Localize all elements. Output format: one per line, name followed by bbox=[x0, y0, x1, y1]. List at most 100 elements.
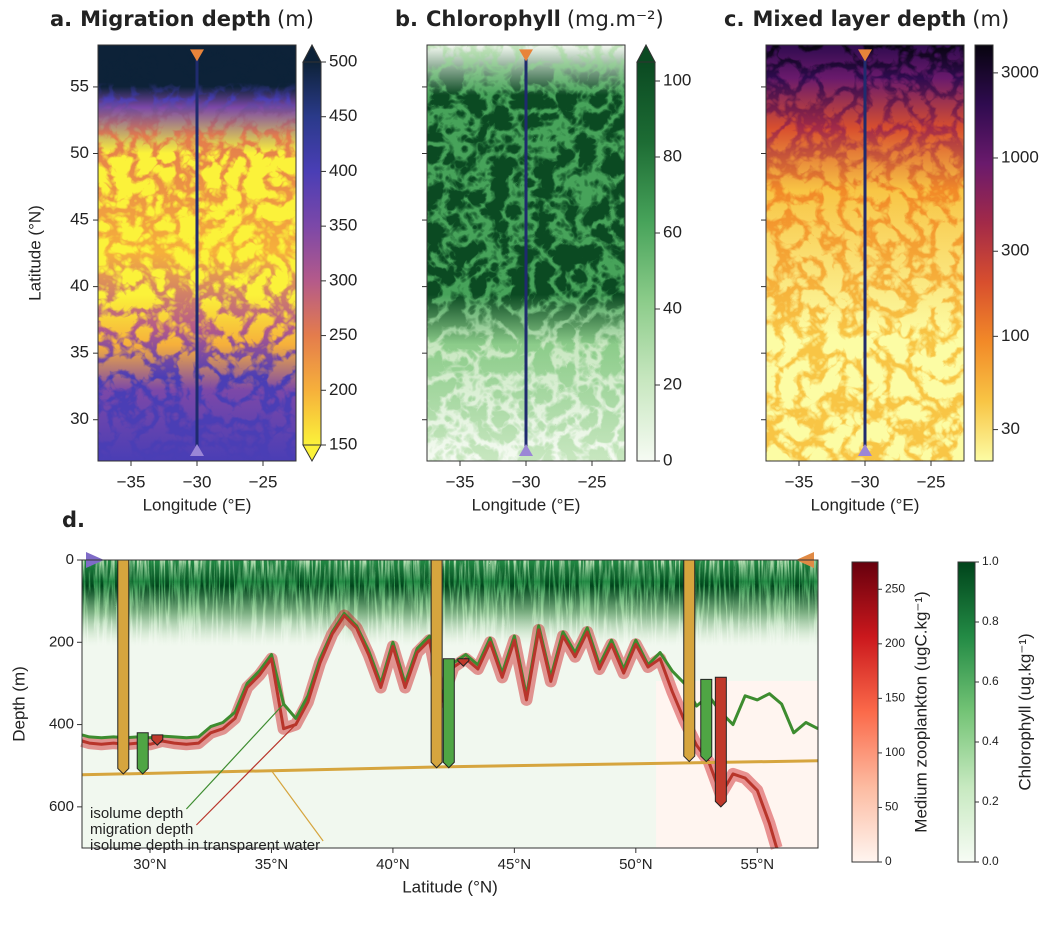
x-tick-label: −25 bbox=[578, 472, 607, 491]
colorbar-tick-label: 450 bbox=[329, 106, 357, 125]
section-frame bbox=[81, 559, 819, 849]
y-tick-label: 55 bbox=[70, 76, 89, 95]
colorbar-tick-label: 100 bbox=[885, 745, 905, 759]
colorbar-tick-label: 0.2 bbox=[982, 794, 999, 808]
panel-heading: b. Chlorophyll (mg.m⁻²) bbox=[395, 7, 664, 31]
transect-start-marker bbox=[519, 49, 533, 62]
panel-unit: (m) bbox=[972, 7, 1009, 31]
x-tick-label: −35 bbox=[117, 472, 146, 491]
colorbar-tick-label: 150 bbox=[329, 434, 357, 453]
panel-heading: a. Migration depth (m) bbox=[50, 7, 314, 31]
x-tick-label: 35°N bbox=[255, 856, 289, 873]
colorbar bbox=[957, 561, 976, 863]
colorbar-tick-label: 100 bbox=[1001, 326, 1029, 345]
depth-bar bbox=[430, 559, 443, 769]
series-annotation: migration depth bbox=[90, 821, 193, 838]
x-tick-label: 50°N bbox=[619, 856, 653, 873]
y-tick-label: 50 bbox=[70, 143, 89, 162]
series-annotation: isolume depth in transparent water bbox=[90, 837, 320, 854]
colorbar-tick-label: 0.6 bbox=[982, 674, 999, 688]
y-tick-label: 35 bbox=[70, 343, 89, 362]
colorbar-tick-label: 250 bbox=[329, 325, 357, 344]
y-tick-label: 0 bbox=[66, 551, 74, 568]
x-tick-label: −35 bbox=[785, 472, 814, 491]
colorbar-tick-label: 0.4 bbox=[982, 734, 999, 748]
y-tick-label: 200 bbox=[49, 633, 74, 650]
panel-letter: a. bbox=[50, 7, 72, 31]
series-line bbox=[81, 759, 819, 777]
depth-bar bbox=[117, 559, 130, 775]
colorbar-tick-label: 0.8 bbox=[982, 614, 999, 628]
transect-end-marker bbox=[190, 444, 204, 457]
colorbar-tick-label: 0 bbox=[663, 450, 672, 469]
x-tick-label: −25 bbox=[917, 472, 946, 491]
depth-bar bbox=[714, 676, 727, 808]
colorbar-tick-label: 500 bbox=[329, 51, 357, 70]
y-tick-label: 600 bbox=[49, 798, 74, 815]
colorbar-tick-label: 150 bbox=[885, 691, 905, 705]
colorbar-tick-label: 40 bbox=[663, 298, 682, 317]
colorbar bbox=[851, 561, 879, 863]
x-tick-label: 30°N bbox=[133, 856, 167, 873]
colorbar-tick-label: 50 bbox=[885, 800, 899, 814]
colorbar-tick-label: 0 bbox=[885, 854, 892, 868]
x-tick-label: 45°N bbox=[498, 856, 532, 873]
panel-letter: b. bbox=[395, 7, 418, 31]
x-tick-label: 40°N bbox=[376, 856, 410, 873]
x-tick-label: −35 bbox=[446, 472, 475, 491]
transect-end-marker bbox=[519, 444, 533, 457]
transect-start-marker bbox=[858, 49, 872, 62]
panel-title: Mixed layer depth bbox=[752, 7, 966, 31]
colorbar-tick-label: 250 bbox=[885, 581, 905, 595]
colorbar-extension bbox=[636, 43, 656, 63]
panel-unit: (mg.m⁻²) bbox=[567, 7, 664, 31]
colorbar-tick-label: 3000 bbox=[1001, 62, 1039, 81]
colorbar-tick-label: 200 bbox=[885, 636, 905, 650]
annotation-leader bbox=[270, 770, 324, 842]
annotation-leader bbox=[185, 703, 285, 810]
depth-bar bbox=[683, 559, 696, 763]
colorbar-extension bbox=[302, 444, 322, 463]
panel-title: Chlorophyll bbox=[426, 7, 561, 31]
transect-end-marker bbox=[858, 444, 872, 457]
depth-bar bbox=[442, 658, 455, 769]
x-tick-label: 55°N bbox=[741, 856, 775, 873]
y-axis-label: Depth (m) bbox=[9, 666, 28, 742]
colorbar-tick-label: 100 bbox=[663, 70, 691, 89]
colorbar bbox=[636, 61, 656, 462]
depth-bar bbox=[136, 732, 149, 775]
panel-unit: (m) bbox=[277, 7, 314, 31]
colorbar bbox=[974, 44, 994, 462]
colorbar-tick-label: 300 bbox=[329, 270, 357, 289]
depth-bar bbox=[457, 658, 470, 667]
y-tick-label: 30 bbox=[70, 409, 89, 428]
y-tick-label: 45 bbox=[70, 210, 89, 229]
panel-heading: c. Mixed layer depth (m) bbox=[724, 7, 1009, 31]
colorbar-tick-label: 350 bbox=[329, 216, 357, 235]
y-axis-label: Latitude (°N) bbox=[25, 205, 44, 301]
series-annotation: isolume depth bbox=[90, 805, 183, 822]
transect-start-marker bbox=[190, 49, 204, 62]
colorbar-tick-label: 30 bbox=[1001, 419, 1020, 438]
x-axis-label: Latitude (°N) bbox=[402, 877, 498, 896]
x-axis-label: Longitude (°E) bbox=[472, 495, 581, 514]
y-tick-label: 400 bbox=[49, 716, 74, 733]
colorbar-tick-label: 200 bbox=[329, 380, 357, 399]
x-axis-label: Longitude (°E) bbox=[811, 495, 920, 514]
x-tick-label: −30 bbox=[851, 472, 880, 491]
colorbar-extension bbox=[302, 43, 322, 63]
x-tick-label: −30 bbox=[183, 472, 212, 491]
depth-bar bbox=[151, 734, 164, 746]
x-tick-label: −30 bbox=[512, 472, 541, 491]
panel-letter: d. bbox=[62, 508, 85, 532]
x-axis-label: Longitude (°E) bbox=[143, 495, 252, 514]
zooplankton-field bbox=[656, 680, 818, 848]
colorbar-tick-label: 1.0 bbox=[982, 554, 999, 568]
colorbar-tick-label: 400 bbox=[329, 161, 357, 180]
depth-bar bbox=[700, 678, 713, 763]
colorbar-tick-label: 60 bbox=[663, 222, 682, 241]
colorbar-tick-label: 20 bbox=[663, 374, 682, 393]
colorbar-tick-label: 300 bbox=[1001, 241, 1029, 260]
colorbar-tick-label: 0.0 bbox=[982, 854, 999, 868]
